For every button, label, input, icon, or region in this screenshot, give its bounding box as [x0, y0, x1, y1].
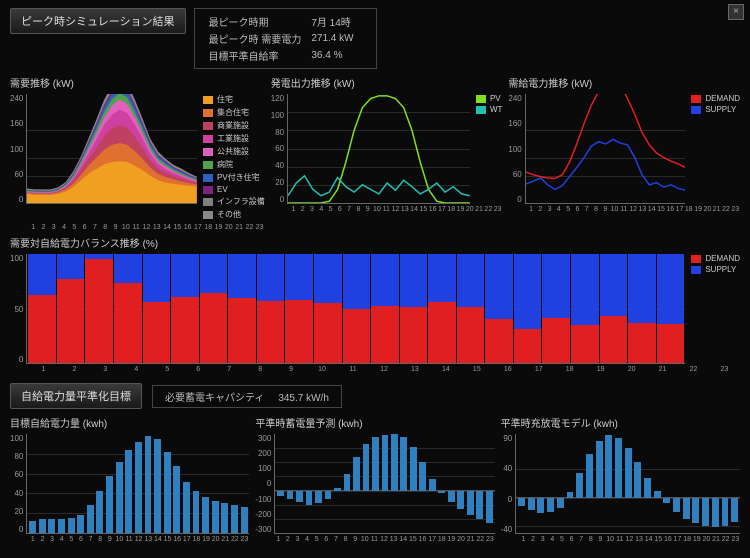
legend-item: 公共施設	[203, 146, 265, 157]
legend-item: 病院	[203, 159, 265, 170]
legend-item: 商業施設	[203, 120, 265, 131]
legend-item: PV	[476, 94, 502, 103]
chart-panel: 発電出力推移 (kW)120100806040200PVWT1234567891…	[271, 75, 503, 231]
legend-item: 工業施設	[203, 133, 265, 144]
legend-item: WT	[476, 105, 502, 114]
legend-item: EV	[203, 185, 265, 194]
header-info: 最ピーク時期7月 14時最ピーク時 需要電力271.4 kW目標平準自給率36.…	[194, 8, 377, 69]
chart-panel: 需要推移 (kW)240160100600住宅集合住宅商業施設工業施設公共施設病…	[10, 75, 265, 231]
header-title: ピーク時シミュレーション結果	[10, 8, 186, 34]
chart-title: 需要対自給電力バランス推移 (%)	[10, 235, 740, 250]
chart-title: 発電出力推移 (kW)	[271, 75, 503, 90]
legend-item: 集合住宅	[203, 107, 265, 118]
chart-panel: 平準時充放電モデル (kwh)90400-4012345678910111213…	[501, 415, 740, 543]
legend-item: SUPPLY	[691, 265, 740, 274]
chart-panel: 平準時蓄電量予測 (kwh)3002001000-100-200-3001234…	[255, 415, 494, 543]
chart-title: 平準時充放電モデル (kwh)	[501, 415, 740, 430]
chart-panel: 目標自給電力量 (kwh)100806040200123456789101112…	[10, 415, 249, 543]
legend-item: 住宅	[203, 94, 265, 105]
legend-item: SUPPLY	[691, 105, 740, 114]
chart-title: 平準時蓄電量予測 (kwh)	[255, 415, 494, 430]
chart-panel: 需要対自給電力バランス推移 (%)100500DEMANDSUPPLY12345…	[10, 235, 740, 373]
chart-panel: 需給電力推移 (kW)240160100600DEMANDSUPPLY12345…	[508, 75, 740, 231]
legend-item: インフラ設備	[203, 196, 265, 207]
legend-item: PV付き住宅	[203, 172, 265, 183]
section2-title: 自給電力量平準化目標	[10, 383, 142, 409]
storage-cap-label: 必要蓄電キャパシティ	[165, 393, 264, 404]
chart-title: 目標自給電力量 (kwh)	[10, 415, 249, 430]
storage-cap-value: 345.7 kW/h	[278, 393, 329, 404]
legend-item: DEMAND	[691, 94, 740, 103]
chart-title: 需給電力推移 (kW)	[508, 75, 740, 90]
legend-item: その他	[203, 209, 265, 220]
close-button[interactable]: ×	[728, 4, 744, 20]
legend-item: DEMAND	[691, 254, 740, 263]
section2-info: 必要蓄電キャパシティ 345.7 kW/h	[152, 385, 342, 408]
chart-title: 需要推移 (kW)	[10, 75, 265, 90]
